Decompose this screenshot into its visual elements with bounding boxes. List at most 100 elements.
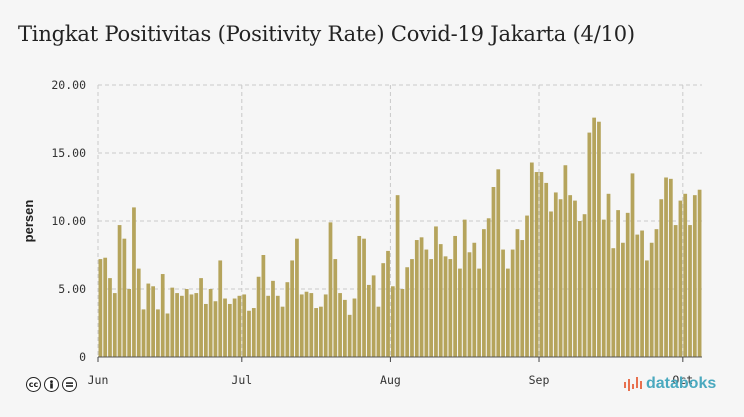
bar	[515, 229, 520, 357]
bar	[649, 242, 654, 357]
bar	[194, 293, 199, 357]
bar	[625, 212, 630, 357]
bar	[213, 301, 218, 357]
bar	[434, 226, 438, 357]
x-tick-label: Oct	[672, 373, 693, 387]
bar	[338, 293, 342, 357]
bar	[448, 259, 453, 357]
bar	[199, 278, 203, 357]
bar	[621, 242, 625, 357]
bar	[640, 230, 644, 357]
y-tick-label: 5.00	[58, 282, 86, 296]
bar	[343, 299, 347, 357]
chart-title: Tingkat Positivitas (Positivity Rate) Co…	[18, 22, 635, 46]
bar	[534, 172, 539, 357]
bar	[477, 268, 481, 357]
bar	[208, 289, 213, 357]
bar	[170, 287, 175, 357]
bar	[295, 238, 299, 357]
brand-name: databoks	[646, 375, 717, 392]
y-tick-label: 0	[79, 350, 86, 364]
bar	[410, 259, 414, 357]
x-tick-label: Aug	[380, 373, 401, 387]
bar	[261, 255, 266, 357]
bar	[582, 214, 587, 357]
bar	[592, 117, 597, 357]
bar	[419, 237, 424, 357]
bar	[299, 294, 304, 357]
bar	[271, 280, 275, 357]
bar	[146, 283, 151, 357]
x-tick-label: Jul	[231, 373, 252, 387]
bar	[237, 295, 242, 357]
bar	[458, 268, 462, 357]
bar	[304, 291, 309, 357]
bar	[357, 235, 362, 357]
bar	[400, 289, 405, 357]
bar	[544, 182, 549, 357]
bar	[529, 162, 534, 357]
bar	[601, 219, 606, 357]
bar	[189, 294, 194, 357]
bar	[424, 249, 429, 357]
bar	[611, 248, 616, 357]
bar	[251, 308, 256, 357]
bar	[501, 249, 505, 357]
bar	[184, 289, 189, 357]
bar	[664, 177, 668, 357]
bar	[333, 259, 338, 357]
bar	[223, 298, 227, 357]
bar	[472, 242, 477, 357]
bar	[290, 260, 295, 357]
bar	[405, 267, 410, 357]
bar	[227, 303, 232, 357]
bar	[553, 192, 558, 357]
bar	[275, 295, 280, 357]
bar	[573, 200, 577, 357]
bar	[520, 240, 525, 357]
bar	[678, 200, 683, 357]
bar	[659, 199, 664, 357]
bar	[386, 250, 390, 357]
bar	[232, 298, 237, 357]
bar	[453, 235, 457, 357]
bar	[587, 132, 592, 357]
y-tick-label: 15.00	[51, 146, 86, 160]
bar	[549, 211, 553, 357]
bar	[558, 199, 563, 357]
bar	[256, 276, 261, 357]
y-tick-label: 20.00	[51, 78, 86, 92]
bar	[285, 282, 290, 357]
bar	[314, 308, 318, 357]
bar	[395, 195, 400, 357]
cc-icon: cc	[26, 377, 41, 392]
bar	[180, 295, 184, 357]
bar	[414, 240, 419, 357]
bar	[266, 295, 271, 357]
x-tick-label: Sep	[529, 373, 550, 387]
bar	[482, 229, 486, 357]
bar	[630, 173, 635, 357]
bar	[127, 289, 132, 357]
bar	[242, 294, 247, 357]
bar	[371, 275, 376, 357]
bar	[103, 257, 108, 357]
license-icons: cc	[26, 377, 77, 392]
bar	[443, 256, 448, 357]
bar	[692, 195, 697, 357]
bar	[577, 221, 582, 357]
bar	[309, 293, 314, 357]
bar	[486, 218, 491, 357]
bar	[112, 293, 117, 357]
bar	[323, 294, 328, 357]
bar	[117, 225, 122, 357]
bar	[218, 260, 223, 357]
y-axis-label: persen	[21, 200, 36, 243]
bar	[175, 293, 179, 357]
bar	[151, 286, 155, 357]
bar	[362, 238, 366, 357]
bar	[496, 169, 501, 357]
bar	[467, 252, 472, 357]
bar	[328, 222, 333, 357]
bar	[673, 225, 678, 357]
